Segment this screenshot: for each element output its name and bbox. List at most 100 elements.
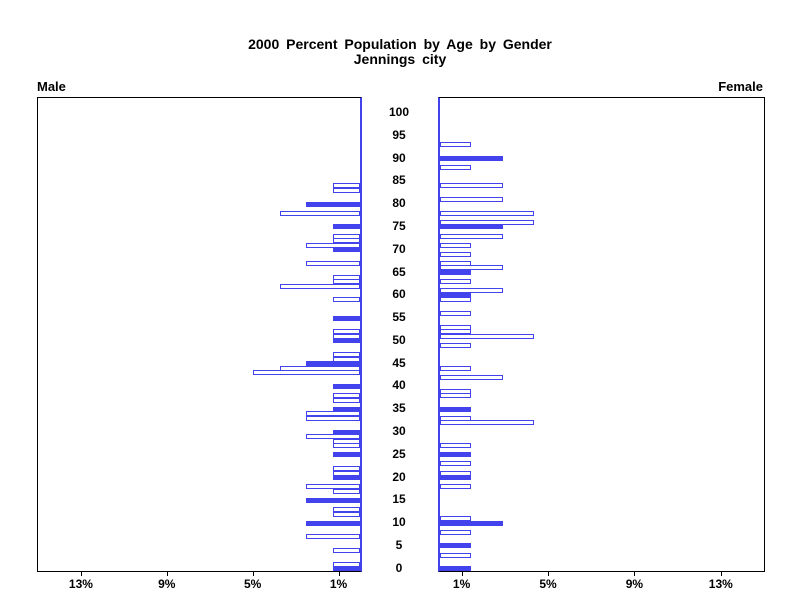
bar-female-age-84: [440, 183, 503, 189]
bar-male-age-72: [333, 238, 360, 244]
bar-female-age-66: [440, 265, 503, 271]
bar-male-age-73: [333, 233, 360, 239]
bar-male-age-70: [333, 247, 360, 253]
female-tick-label-5pct: 5%: [539, 577, 557, 591]
male-tick-1pct: [338, 571, 340, 576]
male-tick-9pct: [166, 571, 168, 576]
male-panel-label: Male: [37, 79, 66, 94]
female-tick-1pct: [461, 571, 463, 576]
bar-male-age-29: [306, 434, 360, 440]
bar-male-age-84: [333, 183, 360, 189]
age-tick-label-55: 55: [392, 310, 406, 325]
bar-female-age-52: [440, 329, 472, 335]
female-bars-panel: 1% 5% 9% 13%: [438, 97, 765, 590]
bar-female-age-75: [440, 224, 503, 230]
bar-male-age-28: [333, 438, 360, 444]
female-tick-label-13pct: 13%: [708, 577, 733, 591]
bar-female-age-11: [440, 516, 472, 522]
bar-male-age-59: [333, 297, 360, 303]
age-tick-label-100: 100: [388, 105, 410, 120]
bar-female-age-73: [440, 233, 503, 239]
bar-male-age-50: [333, 338, 360, 344]
age-tick-label-0: 0: [395, 560, 403, 575]
age-tick-label-10: 10: [392, 515, 406, 530]
bar-male-age-67: [306, 260, 360, 266]
bar-male-age-1: [333, 561, 360, 567]
bar-male-age-83: [333, 188, 360, 193]
male-tick-label-1pct: 1%: [329, 577, 348, 591]
age-tick-label-45: 45: [392, 355, 406, 370]
bar-male-age-13: [333, 506, 360, 512]
bar-female-age-81: [440, 197, 503, 203]
bar-male-age-33: [306, 415, 360, 421]
male-tick-13pct: [80, 571, 82, 576]
age-tick-label-75: 75: [392, 218, 406, 233]
bar-female-age-69: [440, 251, 472, 257]
bar-female-age-90: [440, 156, 503, 162]
bar-female-age-21: [440, 470, 472, 476]
age-tick-label-85: 85: [392, 173, 406, 188]
bar-male-age-55: [333, 315, 360, 321]
bar-male-age-0: [333, 566, 360, 572]
age-tick-label-70: 70: [392, 241, 406, 256]
female-panel-label: Female: [718, 79, 763, 94]
bar-female-age-8: [440, 529, 472, 535]
age-tick-label-25: 25: [392, 446, 406, 461]
female-tick-label-1pct: 1%: [452, 577, 471, 591]
bar-female-age-42: [440, 374, 503, 380]
bar-male-age-38: [333, 393, 360, 399]
age-tick-label-60: 60: [392, 287, 406, 302]
bar-female-age-35: [440, 406, 472, 412]
bar-female-age-51: [440, 333, 534, 339]
female-tick-label-9pct: 9%: [625, 577, 644, 591]
bar-female-age-61: [440, 288, 503, 294]
bar-female-age-88: [440, 165, 472, 171]
bar-male-age-12: [333, 511, 360, 517]
male-tick-label-5pct: 5%: [243, 577, 262, 591]
bar-male-age-51: [333, 333, 360, 339]
bar-female-age-53: [440, 324, 472, 330]
bar-female-age-32: [440, 420, 534, 426]
bar-female-age-20: [440, 475, 472, 481]
bar-male-age-44: [279, 365, 360, 371]
male-tick-label-9pct: 9%: [158, 577, 176, 591]
bar-male-age-37: [333, 397, 360, 403]
age-tick-label-5: 5: [395, 537, 403, 552]
age-axis-labels: 100 95 90 85 80 75 70 65 60 55 50 45 40 35 30 25 20 15 10 5…: [360, 97, 438, 574]
bar-female-age-63: [440, 279, 472, 285]
female-tick-5pct: [547, 571, 549, 576]
bar-female-age-27: [440, 443, 472, 449]
bar-male-age-75: [333, 224, 360, 230]
bar-male-age-64: [333, 274, 360, 280]
bar-male-age-40: [333, 383, 360, 389]
female-tick-13pct: [720, 571, 722, 576]
bar-male-age-27: [333, 443, 360, 449]
age-tick-label-40: 40: [392, 378, 406, 393]
bar-male-age-21: [333, 470, 360, 476]
bar-male-age-46: [333, 356, 360, 362]
bar-male-age-35: [333, 406, 360, 412]
bar-male-age-47: [333, 352, 360, 358]
bar-male-age-80: [306, 201, 360, 207]
female-tick-9pct: [634, 571, 636, 576]
age-tick-label-35: 35: [392, 401, 406, 416]
age-tick-label-30: 30: [392, 424, 406, 439]
age-tick-label-80: 80: [392, 196, 406, 211]
bar-female-age-76: [440, 219, 534, 225]
bar-female-age-71: [440, 242, 472, 248]
bar-male-age-30: [333, 429, 360, 435]
bar-female-age-33: [440, 415, 472, 421]
male-tick-5pct: [252, 571, 254, 576]
age-tick-label-15: 15: [392, 492, 406, 507]
age-tick-label-20: 20: [392, 469, 406, 484]
bar-male-age-78: [279, 210, 360, 216]
bar-male-age-34: [306, 411, 360, 417]
bar-male-age-25: [333, 452, 360, 458]
bar-male-age-4: [333, 547, 360, 553]
age-tick-label-65: 65: [392, 264, 406, 279]
bar-female-age-3: [440, 552, 472, 558]
male-tick-label-13pct: 13%: [68, 577, 93, 591]
bar-female-age-59: [440, 297, 472, 303]
male-bars-panel: 13% 9% 5% 1%: [37, 97, 362, 590]
